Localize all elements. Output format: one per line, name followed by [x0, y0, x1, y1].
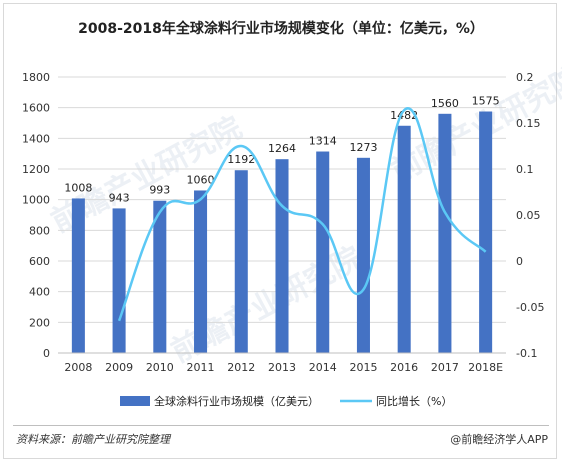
y-right-tick-label: 0 [516, 255, 523, 268]
x-tick-label: 2011 [187, 361, 215, 374]
bar-data-label: 1273 [349, 141, 377, 154]
y-left-tick-label: 600 [29, 255, 50, 268]
x-tick-label: 2012 [227, 361, 255, 374]
legend-label-line: 同比增长（%） [376, 394, 452, 408]
source-note: 资料来源：前瞻产业研究院整理 [16, 433, 170, 446]
bar-data-label: 1482 [390, 109, 418, 122]
y-left-tick-label: 1400 [22, 132, 50, 145]
chart-title: 2008-2018年全球涂料行业市场规模变化（单位：亿美元，%） [78, 21, 484, 37]
x-tick-label: 2013 [268, 361, 296, 374]
bar [479, 111, 493, 353]
y-left-tick-label: 0 [43, 347, 50, 360]
bar [356, 157, 370, 353]
bar [275, 159, 289, 353]
y-left-tick-label: 1800 [22, 71, 50, 84]
bar [71, 198, 85, 353]
y-right-tick-label: -0.05 [516, 301, 544, 314]
x-tick-label: 2010 [146, 361, 174, 374]
y-left-tick-label: 1200 [22, 163, 50, 176]
bar-data-label: 943 [109, 191, 130, 204]
x-tick-label: 2018E [468, 361, 503, 374]
bar-data-label: 1314 [309, 135, 337, 148]
y-left-tick-label: 800 [29, 224, 50, 237]
y-right-tick-label: 0.1 [516, 163, 534, 176]
footer-divider [13, 425, 549, 426]
x-tick-label: 2015 [349, 361, 377, 374]
y-right-tick-label: 0.15 [516, 117, 541, 130]
y-right-tick-label: 0.05 [516, 209, 541, 222]
bar [112, 208, 126, 353]
x-tick-label: 2014 [309, 361, 337, 374]
bar-data-label: 1264 [268, 142, 296, 155]
bar [194, 190, 208, 353]
bar-data-label: 1575 [472, 95, 500, 108]
x-tick-label: 2008 [64, 361, 92, 374]
legend-label-bar: 全球涂料行业市场规模（亿美元） [154, 394, 319, 408]
y-right-tick-label: -0.1 [516, 347, 537, 360]
bar [234, 170, 248, 353]
y-left-tick-label: 400 [29, 286, 50, 299]
bar [438, 113, 452, 353]
growth-line [117, 107, 487, 322]
x-tick-label: 2009 [105, 361, 133, 374]
brand-credit: @前瞻经济学人APP [450, 433, 548, 446]
x-tick-label: 2017 [431, 361, 459, 374]
bar [316, 151, 330, 353]
bar [397, 125, 411, 353]
y-left-tick-label: 1600 [22, 102, 50, 115]
y-left-tick-label: 1000 [22, 194, 50, 207]
bar-data-label: 1008 [64, 181, 92, 194]
bar-data-label: 993 [149, 184, 170, 197]
bar-data-label: 1192 [227, 153, 255, 166]
bar-data-label: 1560 [431, 97, 459, 110]
y-right-tick-label: 0.2 [516, 71, 534, 84]
bar-data-label: 1060 [187, 173, 215, 186]
x-tick-label: 2016 [390, 361, 418, 374]
legend-swatch-bar [120, 396, 150, 406]
y-left-tick-label: 200 [29, 316, 50, 329]
bar [153, 200, 167, 353]
